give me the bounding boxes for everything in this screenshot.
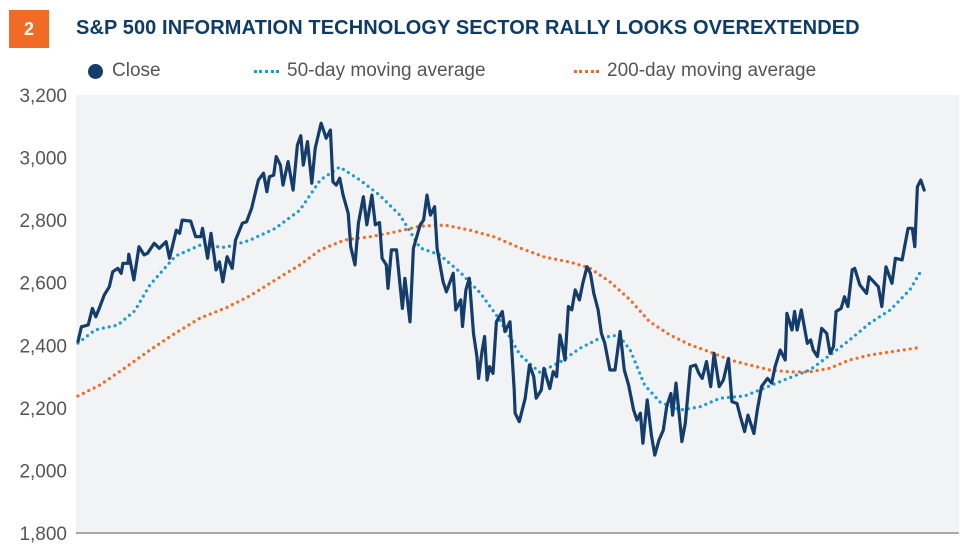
legend-item-200-day: 200-day moving average [574, 60, 816, 82]
series-layer [76, 121, 926, 457]
legend-label: 200-day moving average [607, 60, 817, 81]
y-tick-label: 2,000 [19, 461, 67, 482]
chart-title: S&P 500 INFORMATION TECHNOLOGY SECTOR RA… [76, 17, 860, 39]
orange-dotted-line-icon [574, 69, 599, 73]
y-tick-label: 1,800 [19, 524, 67, 545]
chart-number-badge: 2 [9, 10, 49, 48]
y-tick-label: 2,600 [19, 274, 67, 295]
legend-item-50-day: 50-day moving average [254, 60, 486, 82]
y-axis: 1,800 2,000 2,200 2,400 2,600 2,800 3,000 3,200 [19, 86, 67, 545]
y-tick-label: 2,800 [19, 211, 67, 232]
plot-area [76, 95, 959, 533]
legend-label: 50-day moving average [287, 60, 486, 81]
blue-dotted-line-icon [254, 69, 279, 73]
series-line-200-day-moving-average [76, 223, 924, 398]
close-dot-icon [88, 63, 103, 79]
y-tick-label: 2,200 [19, 399, 67, 420]
legend-label: Close [112, 60, 161, 81]
chart-number: 2 [23, 18, 34, 39]
y-tick-label: 2,400 [19, 336, 67, 357]
y-tick-label: 3,200 [19, 86, 67, 107]
legend-item-close: Close [88, 60, 161, 82]
series-line-close [76, 121, 926, 457]
series-line-50-day-moving-average [76, 165, 924, 412]
y-tick-label: 3,000 [19, 149, 67, 170]
